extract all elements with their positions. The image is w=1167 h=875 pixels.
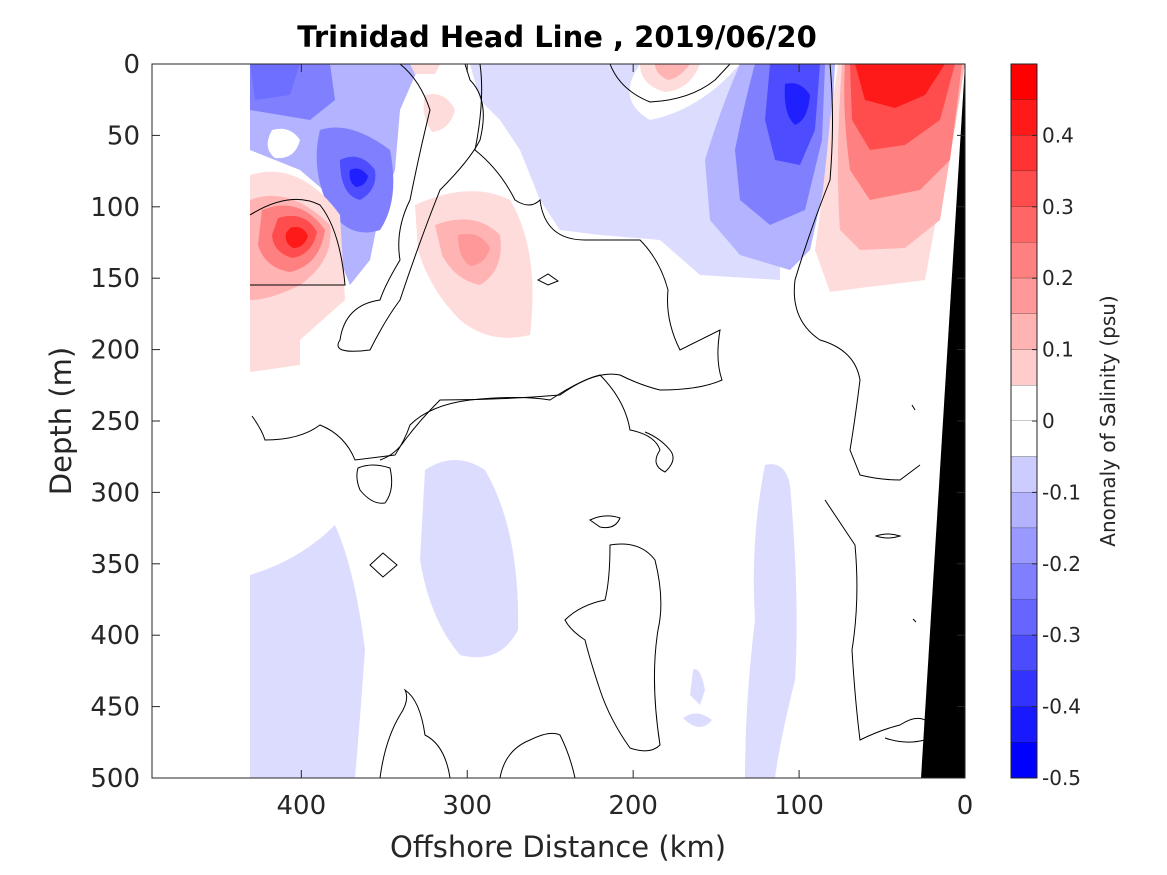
zero-contour xyxy=(251,374,674,473)
zero-contour xyxy=(609,64,731,103)
y-tick-label: 100 xyxy=(90,193,140,223)
colorbar-swatch xyxy=(1011,135,1037,172)
anomaly-region-negative xyxy=(250,525,365,778)
zero-contour xyxy=(564,543,662,752)
colorbar-swatch xyxy=(1011,421,1037,457)
y-axis: 0 50 100 150 200 250 300 350 400 450 500 xyxy=(90,50,965,794)
x-axis: 400 300 200 100 0 xyxy=(277,64,974,821)
anomaly-region-positive xyxy=(458,233,490,266)
x-tick-label: 300 xyxy=(442,791,492,821)
colorbar-tick-label: -0.1 xyxy=(1042,480,1081,504)
zero-contour xyxy=(337,64,484,352)
colorbar-tick-label: 0.2 xyxy=(1042,266,1074,290)
anomaly-region-negative xyxy=(683,713,712,728)
zero-contour xyxy=(379,688,451,778)
colorbar-swatch xyxy=(1011,385,1037,421)
y-tick-label: 0 xyxy=(123,50,140,80)
zero-contour xyxy=(912,618,917,623)
y-tick-label: 400 xyxy=(90,621,140,651)
anomaly-field xyxy=(152,64,965,778)
colorbar-tick-label: 0.3 xyxy=(1042,195,1074,219)
zero-contour xyxy=(589,515,621,529)
y-tick-label: 150 xyxy=(90,264,140,294)
bathymetry-mask xyxy=(921,64,965,778)
plot-area xyxy=(152,64,965,778)
y-tick-label: 200 xyxy=(90,336,140,366)
colorbar-swatch xyxy=(1011,528,1037,564)
zero-contour xyxy=(536,273,560,286)
colorbar-swatch xyxy=(1011,64,1037,100)
colorbar-swatch xyxy=(1011,206,1037,243)
colorbar-tick-label: -0.2 xyxy=(1042,552,1081,576)
no-data-region xyxy=(152,64,250,778)
anomaly-region-negative xyxy=(690,669,705,705)
colorbar-swatch xyxy=(1011,349,1037,386)
y-axis-title: Depth (m) xyxy=(44,347,78,495)
zero-contour xyxy=(356,464,393,504)
anomaly-region-negative xyxy=(349,168,368,187)
colorbar-tick-label: 0.4 xyxy=(1042,123,1074,147)
colorbar-swatch xyxy=(1011,171,1037,207)
anomaly-region-positive xyxy=(423,94,455,132)
anomaly-region-negative xyxy=(420,460,519,658)
colorbar-tick-label: -0.4 xyxy=(1042,695,1081,719)
anomaly-region-negative xyxy=(250,64,300,100)
colorbar-tick-label: -0.3 xyxy=(1042,623,1081,647)
x-axis-title: Offshore Distance (km) xyxy=(390,830,726,864)
zero-contour xyxy=(379,64,723,461)
anomaly-region-negative xyxy=(784,83,810,125)
y-tick-label: 450 xyxy=(90,693,140,723)
y-tick-label: 500 xyxy=(90,764,140,794)
anomaly-region-positive xyxy=(410,64,440,74)
colorbar-title: Anomaly of Salinity (psu) xyxy=(1096,295,1120,546)
anomaly-region-negative xyxy=(745,464,797,778)
x-tick-label: 0 xyxy=(957,791,974,821)
anomaly-region-positive xyxy=(655,64,690,80)
zero-contour xyxy=(369,552,398,578)
colorbar-tick-label: 0.1 xyxy=(1042,338,1074,362)
colorbar-tick-label: -0.5 xyxy=(1042,766,1081,790)
colorbar-swatch xyxy=(1011,599,1037,636)
y-tick-label: 300 xyxy=(90,478,140,508)
anomaly-region-positive xyxy=(855,64,945,108)
y-tick-label: 250 xyxy=(90,407,140,437)
zero-contour xyxy=(793,64,921,481)
y-tick-label: 50 xyxy=(107,121,140,151)
colorbar-swatch xyxy=(1011,242,1037,279)
zero-contour xyxy=(249,198,346,286)
zero-contour xyxy=(911,404,916,411)
colorbar: 0.4 0.3 0.2 0.1 0 -0.1 -0.2 -0.3 -0.4 -0.5 xyxy=(1010,63,1081,790)
x-tick-label: 400 xyxy=(277,791,327,821)
anomaly-region-positive xyxy=(250,328,300,372)
colorbar-swatch xyxy=(1011,635,1037,671)
colorbar-swatch xyxy=(1011,313,1037,350)
colorbar-swatch xyxy=(1011,742,1037,778)
chart-title: Trinidad Head Line , 2019/06/20 xyxy=(297,20,817,54)
colorbar-swatch xyxy=(1011,278,1037,314)
anomaly-region-neutral xyxy=(267,128,300,159)
anomaly-region-negative xyxy=(470,64,780,280)
y-tick-label: 350 xyxy=(90,550,140,580)
colorbar-swatch xyxy=(1011,492,1037,529)
colorbar-swatch xyxy=(1011,99,1037,136)
x-tick-label: 200 xyxy=(608,791,658,821)
colorbar-swatch xyxy=(1011,563,1037,600)
anomaly-region-positive xyxy=(285,227,308,248)
x-tick-label: 100 xyxy=(774,791,824,821)
zero-contour xyxy=(499,732,576,778)
colorbar-swatch xyxy=(1011,670,1037,707)
zero-contour-lines xyxy=(249,64,926,778)
colorbar-swatch xyxy=(1011,706,1037,743)
colorbar-swatch xyxy=(1011,456,1037,493)
zero-contour xyxy=(874,533,902,539)
colorbar-tick-label: 0 xyxy=(1042,409,1055,433)
